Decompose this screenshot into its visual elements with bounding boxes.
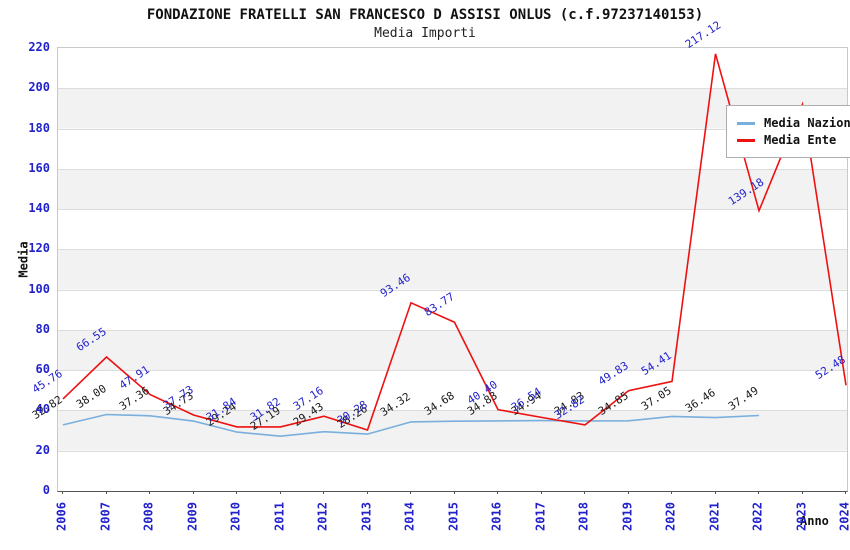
- x-tick-label: 2022: [750, 502, 765, 531]
- y-tick-label: 220: [28, 40, 50, 54]
- x-tick-mark: [584, 490, 585, 494]
- gridline: [58, 168, 847, 170]
- x-tick-mark: [714, 490, 716, 494]
- x-tick-label: 2021: [707, 502, 721, 531]
- gridline: [58, 329, 847, 331]
- y-tick-label: 180: [28, 120, 50, 135]
- x-tick-mark: [236, 490, 237, 494]
- x-tick-label: 2014: [402, 502, 417, 531]
- series-line-media-ente: [62, 53, 847, 431]
- x-tick-mark: [845, 490, 846, 494]
- gridline: [58, 128, 847, 130]
- chart-title: FONDAZIONE FRATELLI SAN FRANCESCO D ASSI…: [146, 7, 704, 23]
- x-tick-mark: [453, 490, 455, 494]
- y-tick-label: 60: [35, 362, 50, 377]
- x-tick-label: 2006: [54, 502, 69, 531]
- series-line-media-nazionale: [62, 413, 760, 438]
- x-tick-label: 2018: [576, 502, 591, 531]
- x-tick-mark: [149, 490, 150, 494]
- series-lines: [62, 53, 847, 438]
- y-tick-label: 80: [35, 321, 50, 336]
- legend-swatch-ente-icon: [737, 138, 755, 142]
- gridline: [58, 209, 847, 211]
- gridline: [58, 249, 847, 251]
- x-tick-label: 2010: [228, 502, 243, 531]
- gridline: [58, 370, 847, 372]
- x-tick-label: 2007: [98, 502, 112, 531]
- x-tick-label: 2020: [663, 502, 678, 531]
- legend-swatch-nazionale-icon: [737, 121, 755, 125]
- gridline: [58, 450, 847, 452]
- x-tick-label: 2013: [359, 502, 373, 531]
- x-tick-mark: [627, 490, 629, 494]
- legend-item-media-nazionale: Media Nazionale: [737, 116, 850, 130]
- gridline: [58, 88, 847, 90]
- y-tick-label: 0: [42, 483, 50, 497]
- gridline: [58, 289, 847, 291]
- x-tick-label: 2015: [446, 502, 460, 531]
- y-tick-label: 100: [28, 281, 50, 296]
- y-tick-label: 40: [35, 402, 50, 417]
- y-tick-label: 20: [35, 442, 50, 457]
- legend-label: Media Nazionale: [764, 116, 850, 130]
- y-tick-label: 200: [28, 80, 50, 95]
- legend-item-media-ente: Media Ente: [737, 133, 850, 147]
- legend: Media Nazionale Media Ente: [726, 105, 850, 158]
- chart-subtitle: Media Importi: [374, 26, 476, 41]
- x-tick-label: 2009: [185, 502, 199, 531]
- x-tick-mark: [801, 490, 803, 494]
- legend-label: Media Ente: [764, 133, 837, 147]
- x-tick-mark: [105, 490, 107, 494]
- x-tick-mark: [540, 490, 542, 494]
- x-tick-mark: [192, 490, 194, 494]
- x-tick-label: 2016: [489, 502, 504, 531]
- x-tick-label: 2008: [141, 502, 156, 531]
- x-tick-mark: [62, 490, 63, 494]
- x-tick-label: 2012: [315, 502, 330, 531]
- x-tick-mark: [671, 490, 672, 494]
- y-tick-label: 160: [28, 160, 50, 175]
- y-tick-label: 140: [28, 201, 50, 216]
- gridline: [58, 410, 847, 412]
- x-tick-label: 2011: [272, 502, 286, 531]
- x-tick-label: 2024: [837, 502, 850, 531]
- x-tick-mark: [497, 490, 498, 494]
- x-tick-mark: [323, 490, 324, 494]
- x-tick-mark: [366, 490, 368, 494]
- x-tick-label: 2019: [620, 502, 634, 531]
- x-tick-label: 2023: [794, 502, 808, 531]
- y-tick-label: 120: [28, 241, 50, 256]
- x-tick-mark: [279, 490, 281, 494]
- x-tick-mark: [758, 490, 759, 494]
- x-axis-label: Anno: [800, 514, 829, 528]
- plot-area: 32.82 38.00 37.36 34.73 29.24 27.19 29.43 28.26…: [30, 18, 850, 492]
- x-tick-mark: [410, 490, 411, 494]
- x-tick-label: 2017: [533, 502, 547, 531]
